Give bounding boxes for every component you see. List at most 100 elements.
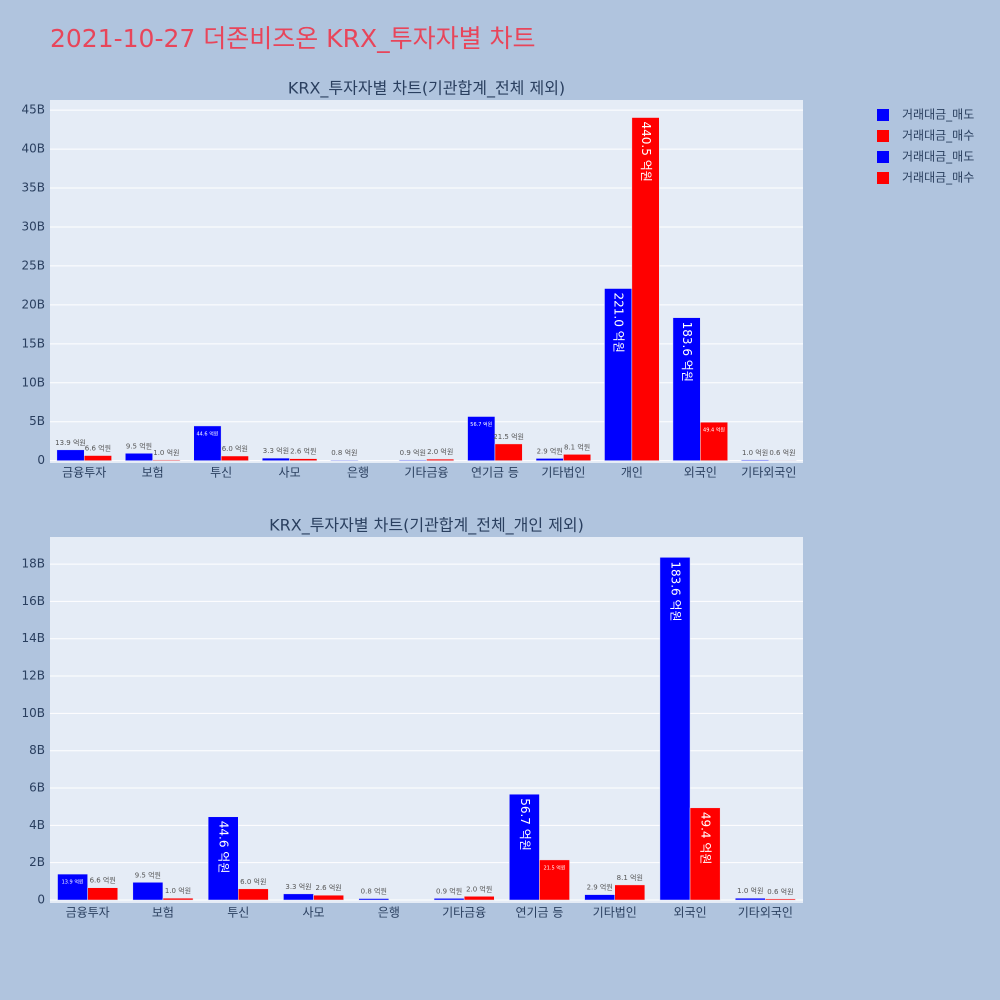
chart-title: KRX_투자자별 차트(기관합계_전체 제외): [288, 79, 565, 99]
value-label: 1.0 억원: [165, 886, 191, 895]
value-label: 0.8 억원: [361, 887, 387, 896]
bar: [539, 859, 570, 901]
value-label: 0.9 억원: [436, 886, 462, 895]
bar: [398, 459, 427, 461]
bar: [509, 793, 540, 901]
value-label: 6.6 억원: [90, 876, 116, 885]
bar: [614, 884, 646, 901]
bar: [659, 557, 691, 901]
value-label: 2.0 억원: [427, 447, 453, 456]
y-tick-label: 14B: [21, 631, 45, 645]
value-label: 21.5 억원: [544, 864, 566, 871]
y-tick-label: 0: [37, 893, 45, 907]
x-tick-label: 보험: [142, 466, 164, 480]
value-label: 183.6 억원: [668, 561, 682, 621]
y-tick-label: 15B: [21, 336, 45, 350]
bar: [152, 459, 181, 461]
y-tick-label: 20B: [21, 297, 45, 311]
value-label: 21.5 억원: [493, 432, 524, 441]
value-label: 2.6 억원: [315, 883, 341, 892]
value-label: 44.6 억원: [196, 430, 218, 437]
x-tick-label: 기타법인: [541, 466, 585, 480]
bar: [494, 443, 523, 461]
bar: [83, 455, 112, 461]
bar: [535, 458, 564, 461]
y-tick-label: 8B: [29, 743, 45, 757]
value-label: 13.9 억원: [55, 438, 86, 447]
x-tick-label: 기타금융: [442, 906, 486, 920]
y-tick-label: 4B: [29, 818, 45, 832]
bar: [741, 459, 770, 461]
bar: [57, 873, 88, 901]
bar: [358, 898, 390, 901]
legend-swatch: [877, 172, 889, 184]
x-tick-label: 금융투자: [66, 906, 110, 920]
x-tick-label: 기타외국인: [738, 906, 793, 920]
value-label: 0.6 억원: [769, 448, 795, 457]
y-tick-label: 16B: [21, 594, 45, 608]
y-tick-label: 40B: [21, 142, 45, 156]
y-tick-label: 12B: [21, 669, 45, 683]
x-tick-label: 연기금 등: [471, 466, 519, 480]
legend-label: 거래대금_매도: [902, 108, 974, 122]
bar: [700, 421, 728, 461]
y-tick-label: 10B: [21, 706, 45, 720]
x-tick-label: 기타외국인: [741, 466, 796, 480]
value-label: 183.6 억원: [680, 322, 694, 382]
value-label: 0.9 억원: [400, 448, 426, 457]
value-label: 56.7 억원: [518, 798, 532, 851]
bar: [283, 893, 314, 901]
y-tick-label: 0: [37, 453, 45, 467]
value-label: 8.1 억원: [617, 873, 643, 882]
bar: [207, 816, 239, 901]
value-label: 1.0 억원: [742, 448, 768, 457]
y-tick-label: 45B: [21, 103, 45, 117]
x-tick-label: 투신: [227, 906, 249, 920]
value-label: 440.5 억원: [639, 122, 653, 182]
x-tick-label: 사모: [303, 906, 325, 920]
bar: [734, 897, 766, 901]
value-label: 3.3 억원: [285, 882, 311, 891]
value-label: 2.9 억원: [587, 883, 613, 892]
x-tick-label: 투신: [210, 466, 232, 480]
y-tick-label: 18B: [21, 557, 45, 571]
bar: [238, 888, 269, 901]
value-label: 9.5 억원: [135, 870, 161, 879]
value-label: 0.8 억원: [331, 448, 357, 457]
x-tick-label: 연기금 등: [515, 906, 563, 920]
x-tick-label: 외국인: [673, 906, 706, 920]
bar: [313, 894, 344, 901]
x-tick-label: 기타금융: [404, 466, 448, 480]
bar: [220, 455, 249, 461]
value-label: 1.0 억원: [153, 448, 179, 457]
value-label: 49.4 억원: [703, 427, 725, 434]
legend-swatch: [877, 151, 889, 163]
bar: [162, 897, 194, 901]
x-tick-label: 은행: [347, 465, 369, 480]
value-label: 8.1 억원: [564, 442, 590, 451]
y-tick-label: 25B: [21, 258, 45, 272]
value-label: 3.3 억원: [263, 446, 289, 455]
bar: [604, 288, 633, 461]
legend-label: 거래대금_매수: [902, 129, 974, 143]
value-label: 56.7 억원: [470, 421, 492, 428]
value-label: 1.0 억원: [737, 886, 763, 895]
bar: [87, 887, 119, 901]
y-tick-label: 5B: [29, 414, 45, 428]
bar: [584, 894, 616, 901]
bar: [426, 458, 455, 461]
bar: [125, 453, 153, 461]
legend-label: 거래대금_매도: [902, 150, 974, 164]
bar: [132, 882, 164, 901]
legend-swatch: [877, 109, 889, 121]
bar: [631, 117, 660, 461]
x-tick-label: 기타법인: [593, 906, 637, 920]
bar: [330, 459, 359, 461]
value-label: 6.0 억원: [222, 444, 248, 453]
y-tick-label: 35B: [21, 181, 45, 195]
value-label: 6.0 억원: [240, 877, 266, 886]
bar: [433, 898, 465, 901]
legend-label: 거래대금_매수: [902, 171, 974, 185]
x-tick-label: 금융투자: [62, 466, 106, 480]
x-tick-label: 은행: [378, 905, 400, 920]
